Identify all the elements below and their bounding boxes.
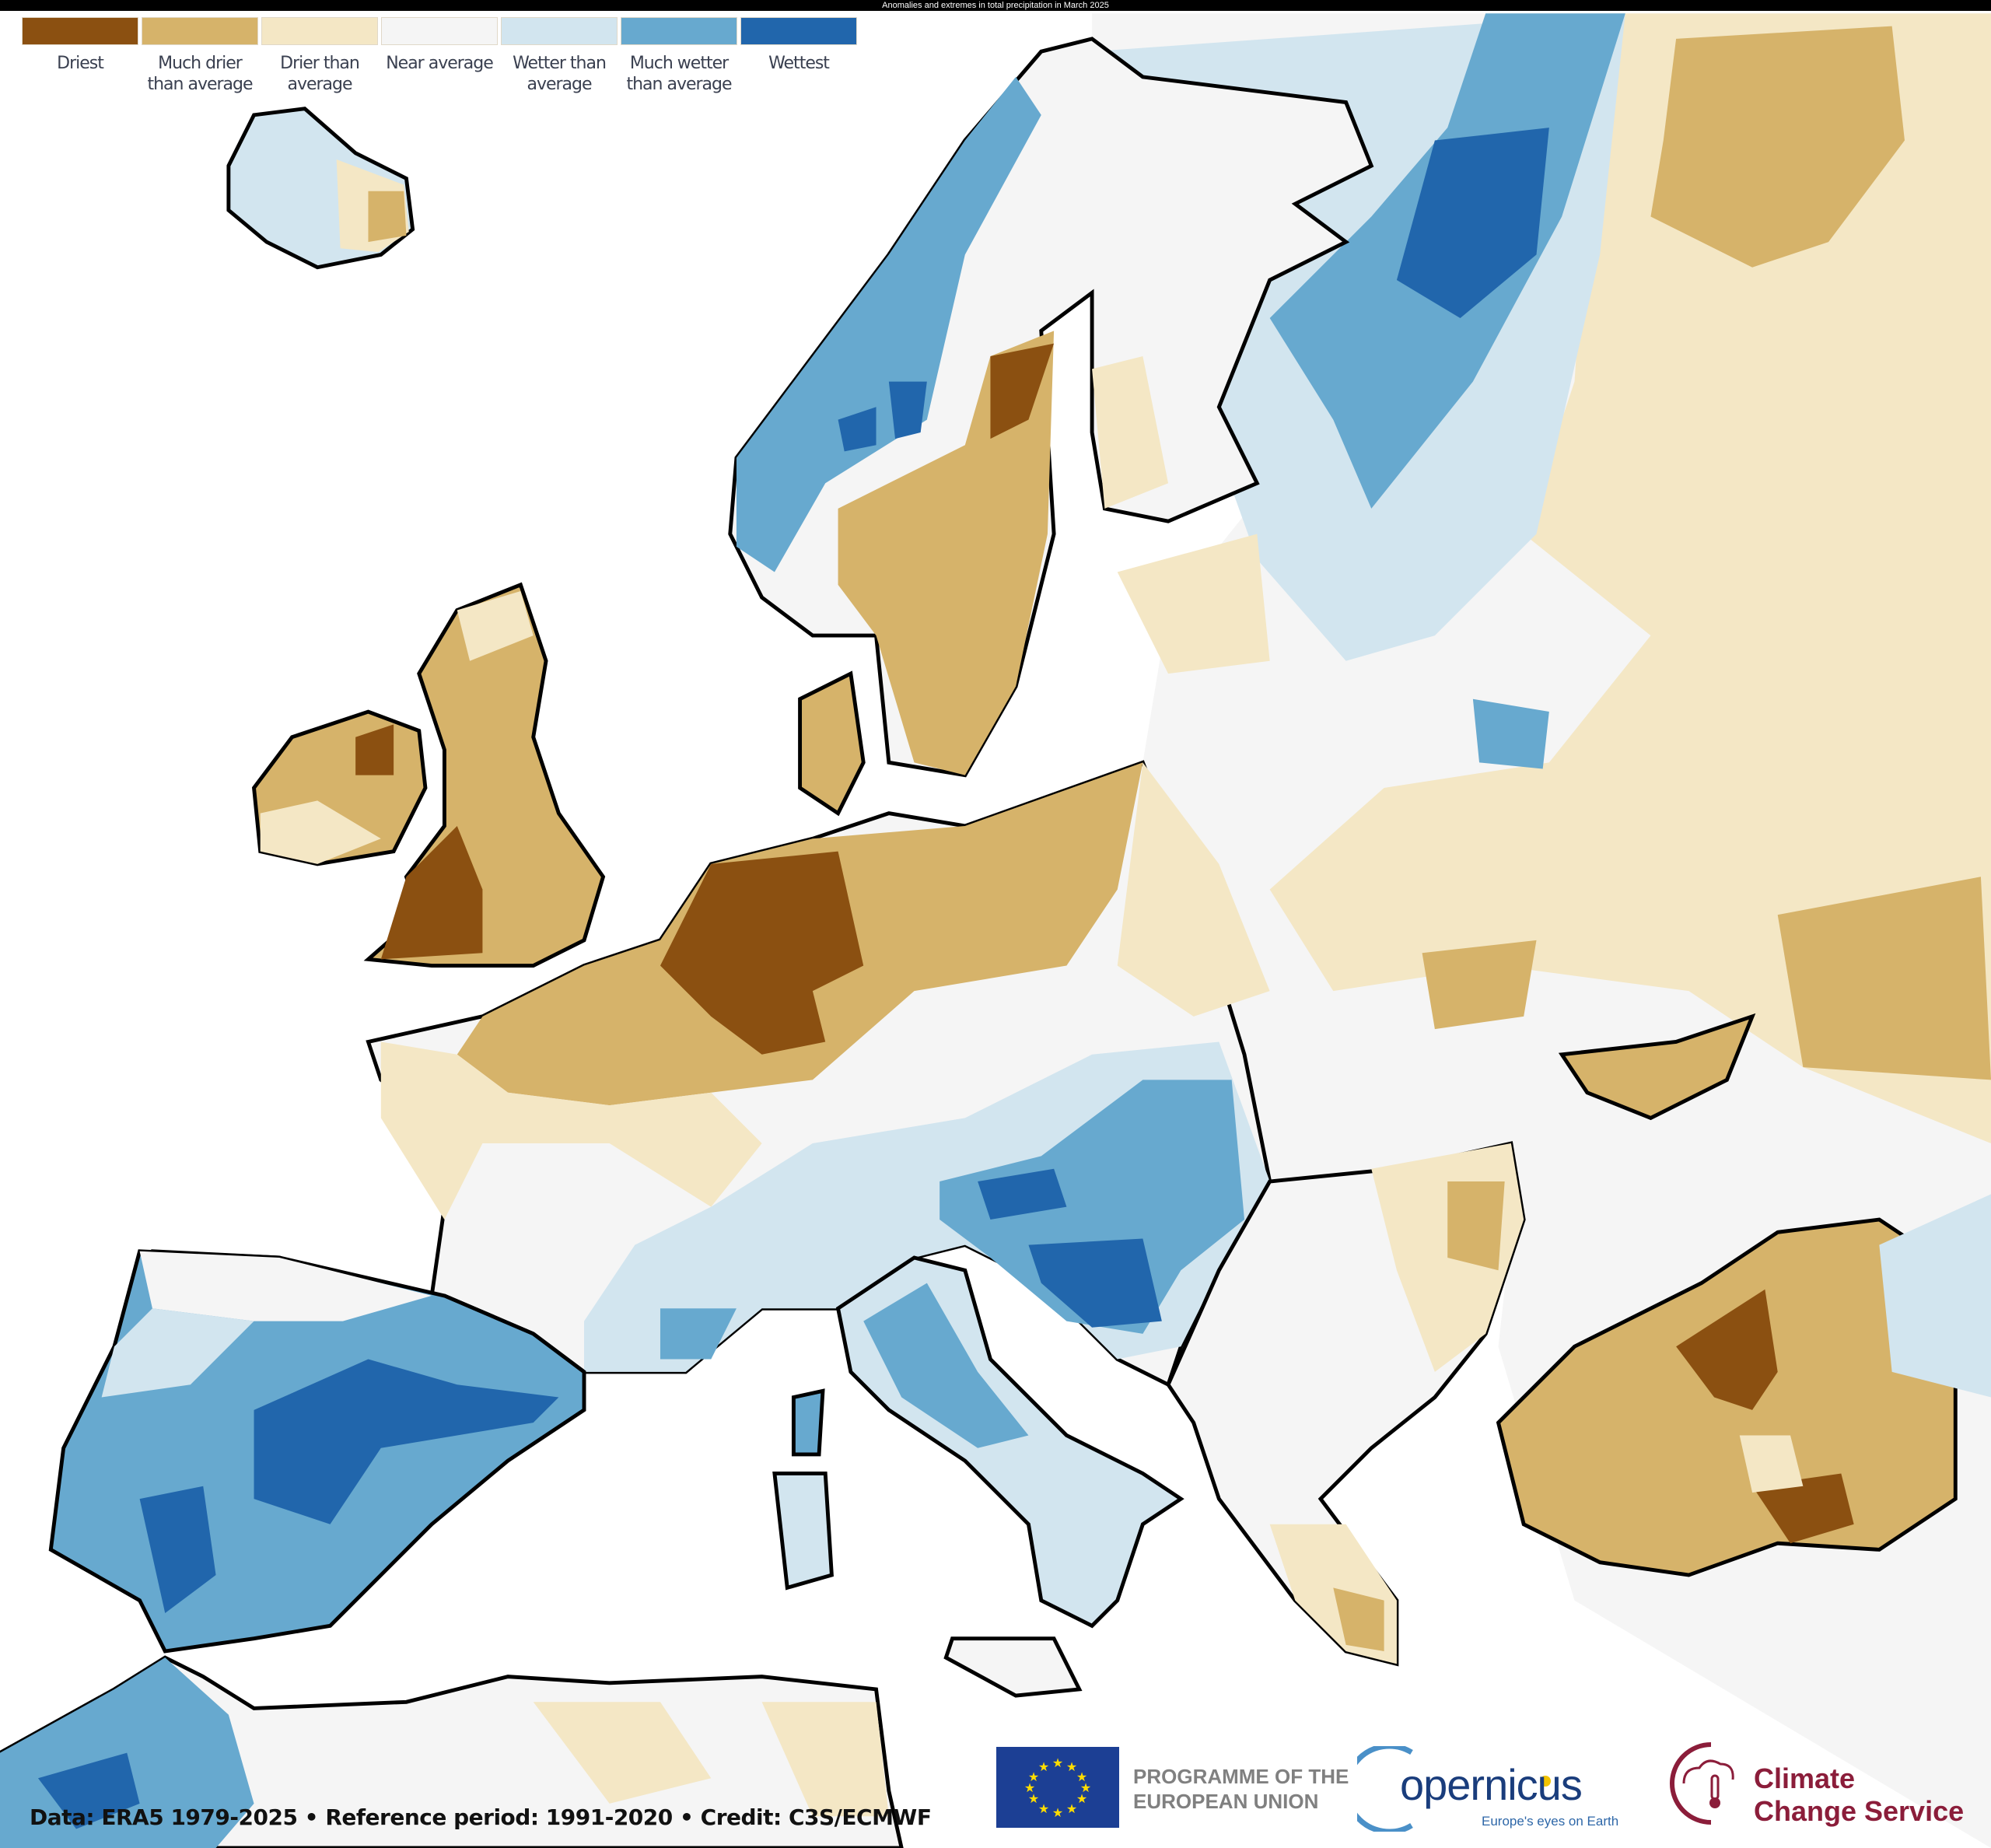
svg-text:★: ★	[1038, 1761, 1049, 1774]
region-corsica	[791, 1388, 825, 1457]
copernicus-logo: opernicus	[1400, 1760, 1583, 1809]
legend-item-wetter: Wetter than average	[501, 17, 618, 95]
legend-swatch	[22, 17, 138, 45]
svg-text:★: ★	[1052, 1807, 1063, 1820]
legend-item-much-drier: Much drier than average	[142, 17, 258, 95]
climate-thermometer-icon	[1670, 1742, 1734, 1825]
region-east-tan	[1269, 13, 1991, 1144]
legend-item-near-average: Near average	[381, 17, 498, 95]
legend-label: Much drier than average	[147, 54, 253, 94]
region-benelux-driest	[660, 851, 864, 1055]
legend-swatch	[740, 17, 857, 45]
c3s-line2: Change Service	[1754, 1795, 1965, 1827]
svg-text:★: ★	[1052, 1757, 1063, 1770]
eu-line2: EUROPEAN UNION	[1133, 1790, 1319, 1813]
svg-text:★: ★	[1024, 1782, 1035, 1795]
legend-label: Wettest	[768, 54, 830, 73]
legend-label: Near average	[386, 54, 494, 73]
eu-programme-text: PROGRAMME OF THE EUROPEAN UNION	[1133, 1764, 1349, 1814]
legend-swatch	[381, 17, 498, 45]
svg-text:★: ★	[1028, 1793, 1039, 1806]
region-turkey-driest	[1676, 1289, 1854, 1544]
svg-text:★: ★	[1066, 1803, 1077, 1816]
svg-text:★: ★	[1076, 1771, 1087, 1784]
svg-text:★: ★	[1038, 1803, 1049, 1816]
map-title: Anomalies and extremes in total precipit…	[0, 0, 1991, 11]
legend-item-drier: Drier than average	[261, 17, 378, 95]
legend-swatch	[261, 17, 378, 45]
legend-item-wettest: Wettest	[740, 17, 857, 95]
region-russia-wettest	[1396, 128, 1549, 319]
eu-line1: PROGRAMME OF THE	[1133, 1765, 1349, 1788]
region-east-much-drier	[1422, 26, 1991, 1080]
region-norway-wet	[736, 76, 1041, 572]
svg-text:★: ★	[1076, 1793, 1087, 1806]
region-iberia-wettest	[139, 1359, 559, 1614]
legend-swatch	[501, 17, 618, 45]
region-sicily	[943, 1636, 1083, 1698]
legend-swatch	[142, 17, 258, 45]
data-credit: Data: ERA5 1979-2025 • Reference period:…	[30, 1804, 932, 1830]
copernicus-tagline: Europe's eyes on Earth	[1482, 1814, 1619, 1829]
legend-swatch	[621, 17, 737, 45]
svg-text:★: ★	[1066, 1761, 1077, 1774]
region-sweden-dry	[838, 331, 1055, 775]
legend-label: Drier than average	[280, 54, 360, 94]
region-denmark	[798, 670, 866, 817]
c3s-line1: Climate	[1754, 1762, 1856, 1794]
legend-label: Driest	[57, 54, 104, 73]
c3s-logo-text: Climate Change Service	[1754, 1762, 1964, 1828]
legend: Driest Much drier than average Drier tha…	[22, 17, 857, 95]
copernicus-arc-icon	[1357, 1746, 1551, 1832]
legend-item-driest: Driest	[22, 17, 138, 95]
precipitation-anomaly-map	[0, 13, 1991, 1848]
region-russia-wet-spot	[1472, 698, 1549, 769]
svg-text:★: ★	[1080, 1782, 1091, 1795]
legend-label: Wetter than average	[513, 54, 607, 94]
svg-text:★: ★	[1028, 1771, 1039, 1784]
legend-item-much-wetter: Much wetter than average	[621, 17, 737, 95]
legend-label: Much wetter than average	[626, 54, 732, 94]
region-sardinia	[772, 1472, 834, 1591]
region-crimea	[1558, 1013, 1756, 1121]
eu-flag-logo: ★ ★ ★ ★ ★ ★ ★ ★ ★ ★ ★ ★	[996, 1747, 1119, 1828]
